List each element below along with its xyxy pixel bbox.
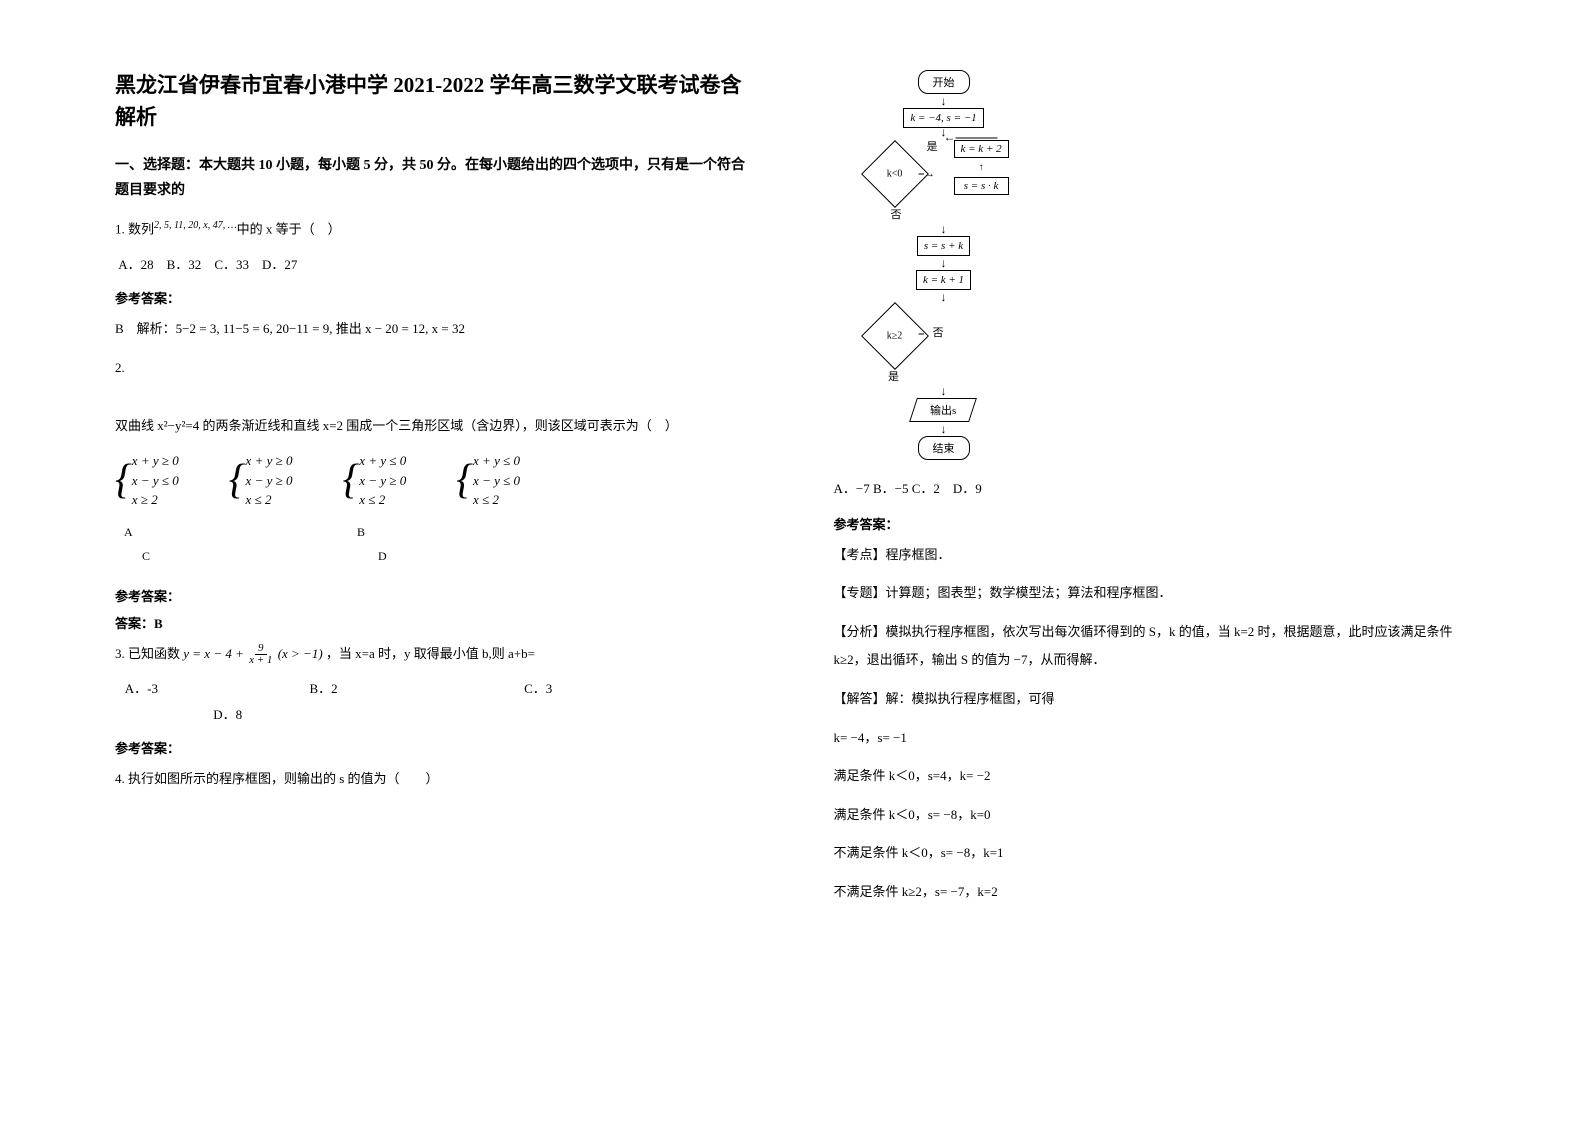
section-heading: 一、选择题：本大题共 10 小题，每小题 5 分，共 50 分。在每小题给出的四…	[115, 153, 754, 203]
q1-answer: B 解析：5−2 = 3, 11−5 = 6, 20−11 = 9, 推出 x …	[115, 315, 754, 344]
arrow-right-icon: ⎯	[919, 328, 925, 341]
q2-labels: A B C D	[115, 520, 754, 568]
ineq-a-2: x − y ≤ 0	[132, 471, 179, 491]
q1-prefix: 1. 数列	[115, 222, 154, 237]
q3-optD: D．8	[213, 707, 242, 722]
side-boxes: k = k + 2 ↑ s = s · k	[954, 136, 1009, 199]
q1-sequence: 2, 5, 11, 20, x, 47, …	[154, 220, 237, 231]
q3-answer-label: 参考答案：	[115, 738, 754, 757]
ineq-a-1: x + y ≥ 0	[132, 451, 179, 471]
label-a: A	[124, 525, 132, 539]
flow-box-r1: k = k + 2	[954, 140, 1009, 158]
q1-answer-line: B 解析：5−2 = 3, 11−5 = 6, 20−11 = 9, 推出 x …	[115, 321, 465, 336]
output-text: 输出s	[930, 402, 956, 418]
ineq-c-3: x ≤ 2	[359, 490, 406, 510]
arrow-junction: ↓ ←⎯⎯⎯⎯⎯⎯⎯	[849, 129, 1039, 141]
q4-fenxi: 【分析】模拟执行程序框图，依次写出每次循环得到的 S，k 的值，当 k=2 时，…	[834, 618, 1473, 675]
brace-icon: {	[229, 459, 246, 501]
q4-stem: 4. 执行如图所示的程序框图，则输出的 s 的值为（ ）	[115, 765, 754, 794]
ineq-b-2: x − y ≥ 0	[246, 471, 293, 491]
q4-step3: 满足条件 k＜0，s= −8，k=0	[834, 801, 1473, 830]
q4-step4: 不满足条件 k＜0，s= −8，k=1	[834, 839, 1473, 868]
cond1-text: k<0	[887, 168, 903, 179]
ineq-b-3: x ≤ 2	[246, 490, 293, 510]
brace-icon: {	[115, 459, 132, 501]
flow-box-r2: s = s · k	[954, 177, 1009, 195]
yes-label-2: 是	[749, 368, 1039, 384]
q2-stem: 双曲线 x²−y²=4 的两条渐近线和直线 x=2 围成一个三角形区域（含边界）…	[115, 412, 754, 441]
q1-stem: 1. 数列2, 5, 11, 20, x, 47, …中的 x 等于（ ）	[115, 215, 754, 244]
q3-options: A．-3 B．2 C．3 D．8	[115, 676, 754, 728]
q3-optC: C．3	[524, 681, 552, 696]
arrow-down-icon: ↓	[849, 223, 1039, 235]
ineq-c: { x + y ≤ 0 x − y ≥ 0 x ≤ 2	[343, 451, 407, 510]
brace-icon: {	[456, 459, 473, 501]
q1-optC: C．33	[214, 257, 249, 272]
yes-label-1: 是	[927, 138, 938, 154]
q3-prefix: 3. 已知函数	[115, 646, 183, 661]
q4-step2: 满足条件 k＜0，s=4，k= −2	[834, 762, 1473, 791]
q3-func-left: y = x − 4 +	[183, 646, 247, 661]
q3-func-right: (x > −1)	[278, 646, 323, 661]
q3-fraction: 9 x + 1	[249, 643, 272, 666]
q3-optB: B．2	[309, 681, 337, 696]
flow-start: 开始	[918, 70, 970, 94]
q3-optA: A．-3	[125, 681, 158, 696]
q2-answer: 答案：B	[115, 613, 754, 632]
right-column: 开始 ↓ k = −4, s = −1 ↓ ←⎯⎯⎯⎯⎯⎯⎯ k<0 k = k…	[794, 70, 1488, 917]
cond2-text: k≥2	[887, 331, 903, 342]
arrow-down-icon: ↓	[849, 385, 1039, 397]
flow-end: 结束	[918, 436, 970, 460]
arrow-right-icon: ⎯→	[919, 168, 936, 181]
ineq-d-3: x ≤ 2	[473, 490, 520, 510]
q3-stem: 3. 已知函数 y = x − 4 + 9 x + 1 (x > −1) ，当 …	[115, 640, 754, 669]
label-d: D	[378, 549, 387, 563]
label-c: C	[142, 549, 150, 563]
left-column: 黑龙江省伊春市宜春小港中学 2021-2022 学年高三数学文联考试卷含解析 一…	[100, 70, 794, 917]
no-label-2: 否	[933, 324, 944, 340]
q1-optD: D．27	[262, 257, 297, 272]
no-label-1: 否	[754, 206, 1039, 222]
q1-suffix: 中的 x 等于（ ）	[237, 222, 341, 237]
page: 黑龙江省伊春市宜春小港中学 2021-2022 学年高三数学文联考试卷含解析 一…	[0, 0, 1587, 967]
flow-output: 输出s	[909, 398, 977, 422]
q4-options: A．−7 B．−5 C．2 D．9	[834, 475, 1473, 504]
arrow-down-icon: ↓	[849, 423, 1039, 435]
arrow-down-icon: ↓	[849, 95, 1039, 107]
ineq-a: { x + y ≥ 0 x − y ≤ 0 x ≥ 2	[115, 451, 179, 510]
diamond1-row: k<0 k = k + 2 ↑ s = s · k 是 ⎯→	[849, 142, 1039, 206]
ineq-d-2: x − y ≤ 0	[473, 471, 520, 491]
ineq-c-1: x + y ≤ 0	[359, 451, 406, 471]
arrow-down-icon: ↓	[849, 257, 1039, 269]
q4-jieda: 【解答】解：模拟执行程序框图，可得	[834, 685, 1473, 714]
ineq-a-3: x ≥ 2	[132, 490, 179, 510]
q4-step1: k= −4，s= −1	[834, 724, 1473, 753]
q1-optB: B．32	[167, 257, 202, 272]
q4-kaodian: 【考点】程序框图．	[834, 541, 1473, 570]
diamond2-row: k≥2 否 ⎯	[849, 304, 1039, 368]
ineq-b: { x + y ≥ 0 x − y ≥ 0 x ≤ 2	[229, 451, 293, 510]
ineq-b-1: x + y ≥ 0	[246, 451, 293, 471]
q1-options: A．28 B．32 C．33 D．27	[115, 252, 754, 278]
flowchart: 开始 ↓ k = −4, s = −1 ↓ ←⎯⎯⎯⎯⎯⎯⎯ k<0 k = k…	[849, 70, 1039, 460]
ineq-d: { x + y ≤ 0 x − y ≤ 0 x ≤ 2	[456, 451, 520, 510]
flow-k1: k = k + 1	[916, 270, 971, 290]
flow-sk: s = s + k	[917, 236, 970, 256]
ineq-c-2: x − y ≥ 0	[359, 471, 406, 491]
q1-answer-label: 参考答案：	[115, 288, 754, 307]
exam-title: 黑龙江省伊春市宜春小港中学 2021-2022 学年高三数学文联考试卷含解析	[115, 70, 754, 133]
ineq-d-1: x + y ≤ 0	[473, 451, 520, 471]
q2-answer-label: 参考答案：	[115, 586, 754, 605]
q2-inequalities: { x + y ≥ 0 x − y ≤ 0 x ≥ 2 { x + y ≥ 0 …	[115, 451, 754, 510]
q4-step5: 不满足条件 k≥2，s= −7，k=2	[834, 878, 1473, 907]
q2-num: 2.	[115, 354, 754, 383]
q3-suffix: ，当 x=a 时，y 取得最小值 b,则 a+b=	[326, 646, 535, 661]
q4-zhuanti: 【专题】计算题；图表型；数学模型法；算法和程序框图．	[834, 579, 1473, 608]
frac-den: x + 1	[249, 655, 272, 666]
brace-icon: {	[343, 459, 360, 501]
q1-optA: A．28	[118, 257, 153, 272]
q4-answer-label: 参考答案：	[834, 514, 1473, 533]
arrow-down-icon: ↓	[849, 291, 1039, 303]
label-b: B	[357, 525, 365, 539]
